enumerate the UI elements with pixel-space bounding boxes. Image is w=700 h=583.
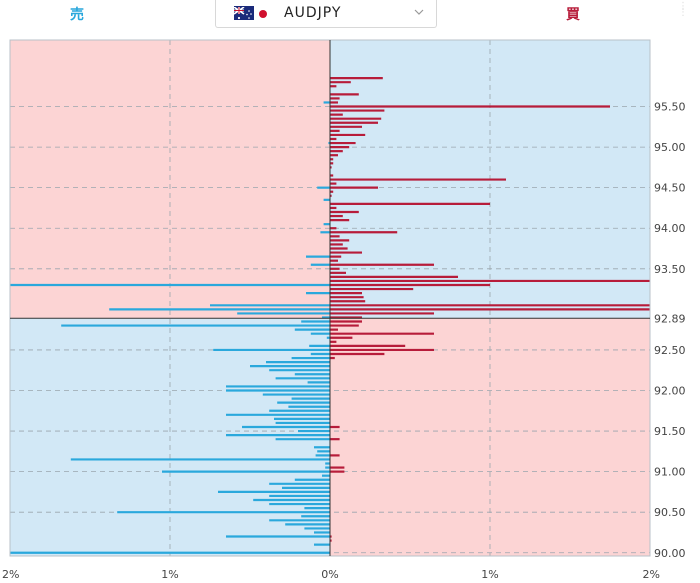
y-tick-label: 91.00 [654, 466, 686, 479]
chart-bars [10, 77, 650, 554]
australia-flag-icon [234, 6, 254, 20]
y-tick-label: 90.00 [654, 547, 686, 560]
currency-pair-label: AUDJPY [284, 5, 342, 21]
y-tick-label: 92.50 [654, 344, 686, 357]
chevron-down-icon [414, 6, 424, 19]
top-bar: 売 AUDJPY [0, 0, 700, 34]
x-tick-labels: 2% 1% 0% 1% 2% [2, 568, 660, 581]
y-tick-label: 94.50 [654, 182, 686, 195]
x-tick-label: 2% [643, 568, 660, 581]
currency-pair-selector[interactable]: AUDJPY [215, 0, 437, 28]
y-tick-label: 94.00 [654, 222, 686, 235]
x-tick-label: 2% [2, 568, 19, 581]
chart-axes [9, 39, 651, 557]
y-tick-label: 92.00 [654, 384, 686, 397]
sell-label: 売 [70, 7, 84, 23]
y-tick-label: 92.89 [654, 312, 686, 325]
y-tick-label: 91.50 [654, 425, 686, 438]
x-tick-label: 0% [321, 568, 338, 581]
y-tick-label: 95.50 [654, 101, 686, 114]
japan-flag-icon [256, 6, 270, 21]
buy-label: 買 [566, 7, 580, 23]
x-tick-label: 1% [481, 568, 498, 581]
y-tick-labels: 95.50 95.00 94.50 94.00 93.50 92.89 92.50 92.00… [654, 101, 686, 560]
dots-icon: ⋮ ⋮ [678, 1, 688, 18]
x-tick-label: 1% [161, 568, 178, 581]
y-tick-label: 90.50 [654, 506, 686, 519]
y-tick-label: 93.50 [654, 263, 686, 276]
y-tick-label: 95.00 [654, 141, 686, 154]
